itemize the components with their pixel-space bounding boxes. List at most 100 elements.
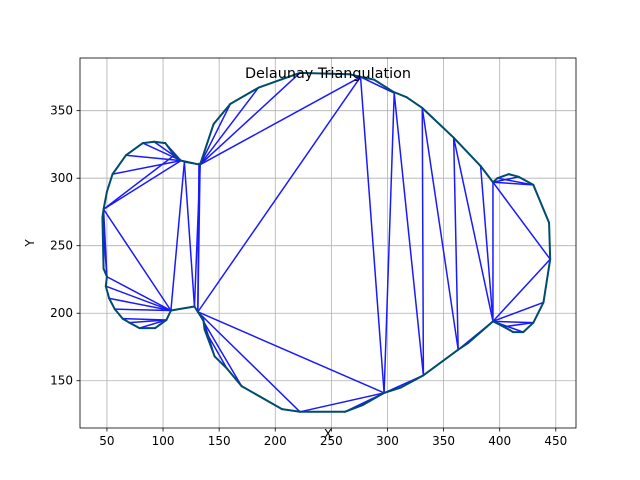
hull-edge [542,258,552,304]
hull-edge [507,173,520,178]
triangulation-edge [496,177,535,186]
triangulation-edge [492,181,535,186]
triangulation-edge [452,136,494,323]
y-tick-label: 350 [50,104,73,118]
triangulation-edge [102,159,182,210]
x-tick-label: 350 [432,434,455,448]
hull-edge [165,309,172,321]
x-tick-label: 50 [99,434,114,448]
hull-edge [532,301,545,324]
hull-edge [405,96,424,109]
plot-frame [79,57,577,429]
x-tick-label: 250 [320,434,343,448]
hull-edge [213,355,229,370]
triangulation-edge [111,159,182,175]
hull-edge [491,320,506,328]
y-tick-label: 300 [50,171,73,185]
triangulation-edge [199,103,232,166]
hull-edge [280,408,301,413]
hull-edge [164,142,176,157]
triangulation-edge [503,321,535,328]
hull-edge [452,136,482,168]
hull-edge [154,318,168,330]
hull-edge [467,320,494,344]
y-tick-label: 200 [50,306,73,320]
chart-title: Delaunay Triangulation [245,66,411,82]
hull-edge [121,317,131,324]
triangulation-edge [299,392,385,413]
triangulation-edge [359,76,395,94]
triangulation-edge [197,311,385,394]
y-axis-label: Y [23,239,37,248]
hull-edge [108,297,116,311]
hull-edge [101,216,105,270]
triangulation-edge [421,107,425,377]
triangulation-edge [197,311,301,413]
hull-edge [226,367,243,388]
hull-edge [298,71,351,76]
y-tick-label: 250 [50,239,73,253]
hull-edge [503,325,515,334]
triangulation-edge [383,92,395,394]
hull-edge [223,102,232,112]
hull-edge [105,173,114,193]
triangulation-edge [492,258,551,323]
hull-edge [113,308,124,320]
hull-edge [199,123,215,166]
triangulation-edge [203,328,228,370]
hull-edge [141,140,156,145]
y-axis-ticks: 150 200 250 300 350 [50,104,80,388]
hull-edge [173,154,182,162]
triangulation-edge [193,163,201,308]
hull-edge [212,109,226,126]
triangulation-edge [183,161,196,308]
hull-edge [179,159,202,166]
hull-edge [422,348,460,377]
hull-edge [522,321,535,334]
hull-edge [101,208,105,219]
hull-edge [102,190,108,211]
hull-edge [128,321,141,330]
triangulation-edge [199,76,362,166]
x-tick-label: 100 [152,434,175,448]
x-tick-label: 450 [544,434,567,448]
hull-edge [240,385,283,411]
triangulation-edge [492,301,545,323]
x-tick-label: 200 [264,434,287,448]
hull-edge [104,285,111,300]
x-tick-label: 300 [376,434,399,448]
hull-edge [153,140,167,145]
grid [80,58,576,428]
triangulation-edge [138,319,168,329]
triangulation-edge [359,76,385,394]
triangulation-edge [106,276,172,312]
hull-edge [203,328,216,358]
triangulation-edge [421,107,459,351]
triangulation-edge [452,136,459,351]
hull-edge [517,175,535,186]
hull-edge [257,71,301,89]
hull-edge [104,275,108,288]
hull-edge [421,106,455,139]
triangulation-edge [102,208,172,312]
hull-edge [548,221,552,261]
x-tick-label: 400 [488,434,511,448]
triangulation-edges [101,72,551,413]
hull-edge [491,177,499,184]
hull-edge [229,86,260,105]
hull-edge [196,310,205,321]
hull-edge [479,165,494,184]
triangulation-edge [105,285,172,312]
hull-edge [392,90,408,99]
hull-edge [359,75,376,81]
y-tick-label: 150 [50,374,73,388]
hull-edge [348,73,362,78]
hull-edge [361,391,386,407]
triangulation-edge [199,86,260,166]
triangulation-edge [125,154,182,162]
triangulation-edge [479,165,494,323]
triangulation-edge [170,161,186,312]
hull-edge [202,318,206,331]
x-tick-label: 150 [208,434,231,448]
